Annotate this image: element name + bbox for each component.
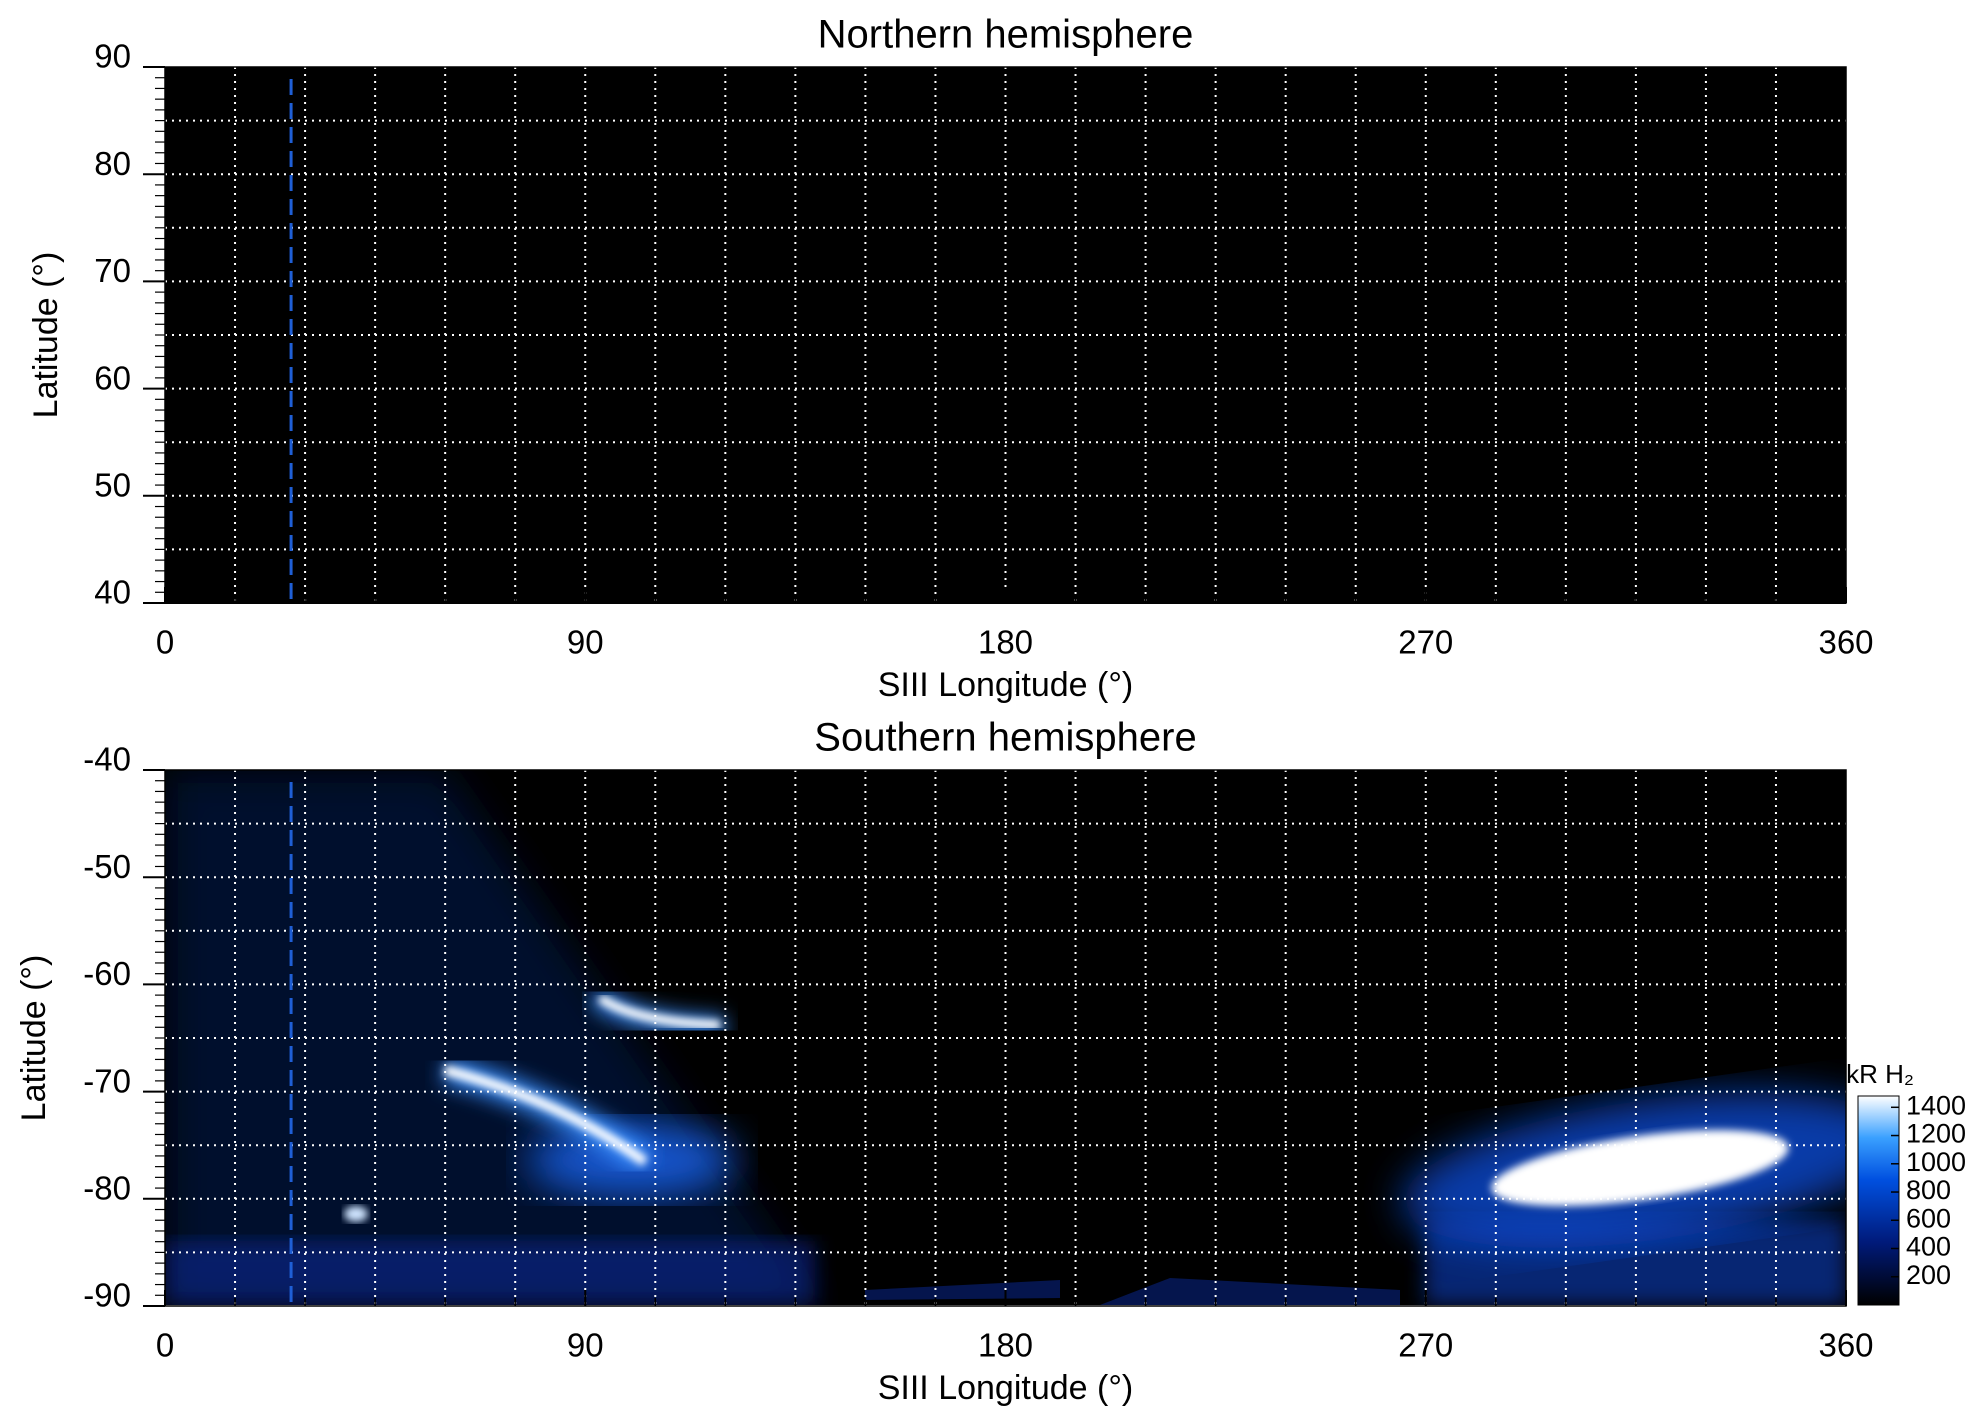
y-tick-label: -80 (83, 1170, 131, 1207)
x-tick-label: 90 (567, 624, 604, 661)
y-tick-label: 60 (94, 359, 131, 396)
y-tick-label: 90 (94, 38, 131, 75)
diffuse-emission (865, 1280, 1060, 1300)
y-tick-label: -90 (83, 1277, 131, 1314)
y-axis-label: Latitude (°) (27, 252, 65, 419)
y-tick-label: -50 (83, 848, 131, 885)
y-tick-label: -70 (83, 1062, 131, 1099)
x-axis-label: SIII Longitude (°) (878, 666, 1134, 704)
x-tick-label: 90 (567, 1327, 604, 1364)
chart-title: Southern hemisphere (814, 716, 1196, 760)
y-tick-label: 70 (94, 252, 131, 289)
x-tick-label: 270 (1398, 1327, 1453, 1364)
y-tick-label: -60 (83, 955, 131, 992)
colorbar (1857, 1095, 1900, 1306)
colorbar-tick-label: 400 (1906, 1232, 1951, 1262)
y-tick-label: 40 (94, 574, 131, 611)
diffuse-emission (1100, 1278, 1400, 1305)
chart-title: Northern hemisphere (818, 13, 1194, 57)
x-tick-label: 180 (978, 624, 1033, 661)
colorbar-tick-label: 800 (1906, 1175, 1951, 1205)
x-tick-label: 0 (156, 624, 174, 661)
x-tick-label: 270 (1398, 624, 1453, 661)
x-tick-label: 0 (156, 1327, 174, 1364)
colorbar-tick-label: 1000 (1906, 1147, 1966, 1177)
x-axis-label: SIII Longitude (°) (878, 1369, 1134, 1407)
auroral-spot (344, 1206, 368, 1222)
colorbar-tick-label: 1400 (1906, 1090, 1966, 1120)
y-axis-label: Latitude (°) (15, 955, 53, 1122)
y-tick-label: -40 (83, 741, 131, 778)
colorbar-label: kR H₂ (1846, 1059, 1914, 1089)
x-tick-label: 360 (1818, 624, 1873, 661)
auroral-oval (1491, 1130, 1789, 1206)
auroral-arc (443, 1065, 648, 1167)
emission (165, 770, 1846, 1305)
y-tick-label: 50 (94, 467, 131, 504)
x-tick-label: 180 (978, 1327, 1033, 1364)
x-tick-label: 360 (1818, 1327, 1873, 1364)
colorbar-tick-label: 600 (1906, 1203, 1951, 1233)
colorbar-tick-label: 200 (1906, 1260, 1951, 1290)
auroral-arc (597, 994, 721, 1030)
colorbar-tick-label: 1200 (1906, 1119, 1966, 1149)
diffuse-emission (165, 1241, 815, 1305)
y-tick-label: 80 (94, 145, 131, 182)
